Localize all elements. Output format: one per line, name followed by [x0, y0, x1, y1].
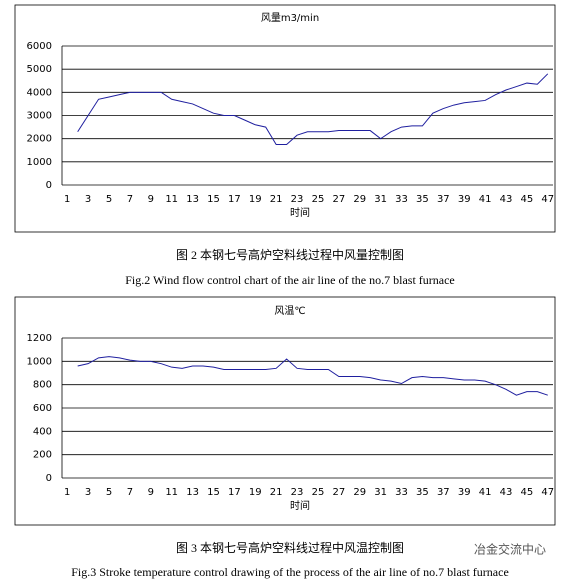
x-tick-label: 17: [228, 487, 241, 498]
x-tick-label: 47: [541, 487, 554, 498]
x-tick-label: 33: [395, 487, 408, 498]
y-tick-label: 1200: [27, 333, 52, 344]
caption-en: Fig.3 Stroke temperature control drawing…: [71, 565, 509, 579]
x-tick-label: 3: [85, 194, 91, 205]
chart-frame: [14, 296, 556, 526]
x-tick-label: 17: [228, 194, 241, 205]
caption-en: Fig.2 Wind flow control chart of the air…: [125, 273, 455, 287]
x-tick-label: 7: [127, 487, 133, 498]
x-tick-label: 21: [270, 194, 283, 205]
y-tick-label: 200: [33, 450, 52, 461]
x-tick-label: 37: [437, 194, 450, 205]
x-tick-label: 23: [291, 194, 304, 205]
x-tick-label: 39: [458, 194, 471, 205]
y-tick-label: 400: [33, 426, 52, 437]
x-tick-label: 3: [85, 487, 91, 498]
x-tick-label: 21: [270, 487, 283, 498]
y-tick-label: 800: [33, 380, 52, 391]
x-tick-label: 9: [148, 194, 154, 205]
x-tick-label: 35: [416, 487, 429, 498]
y-tick-label: 6000: [27, 41, 52, 52]
x-tick-label: 37: [437, 487, 450, 498]
x-tick-label: 33: [395, 194, 408, 205]
x-tick-label: 29: [353, 487, 366, 498]
x-tick-label: 11: [165, 487, 178, 498]
x-tick-label: 23: [291, 487, 304, 498]
chart-title: 风量m3/min: [261, 12, 319, 24]
x-tick-label: 9: [148, 487, 154, 498]
data-line: [77, 73, 549, 145]
watermark: 冶金交流中心: [474, 542, 546, 557]
x-axis-label: 时间: [290, 499, 310, 512]
x-tick-label: 5: [106, 487, 112, 498]
y-tick-label: 3000: [27, 111, 52, 122]
x-tick-label: 5: [106, 194, 112, 205]
x-tick-label: 31: [374, 487, 387, 498]
x-tick-label: 43: [500, 487, 513, 498]
y-tick-label: 600: [33, 403, 52, 414]
x-tick-label: 27: [332, 487, 345, 498]
y-tick-label: 1000: [27, 356, 52, 367]
x-tick-label: 45: [521, 487, 534, 498]
data-line: [77, 356, 548, 396]
x-tick-label: 45: [521, 194, 534, 205]
x-tick-label: 41: [479, 194, 492, 205]
x-tick-label: 39: [458, 487, 471, 498]
chart-frame: [14, 4, 556, 233]
x-tick-label: 25: [312, 487, 325, 498]
x-tick-label: 47: [541, 194, 554, 205]
x-tick-label: 43: [500, 194, 513, 205]
x-tick-label: 19: [249, 194, 262, 205]
x-tick-label: 41: [479, 487, 492, 498]
x-tick-label: 13: [186, 194, 199, 205]
x-tick-label: 35: [416, 194, 429, 205]
x-tick-label: 15: [207, 487, 220, 498]
y-tick-label: 5000: [27, 64, 52, 75]
x-tick-label: 25: [312, 194, 325, 205]
x-axis-label: 时间: [290, 206, 310, 219]
x-tick-label: 15: [207, 194, 220, 205]
x-tick-label: 1: [64, 487, 70, 498]
y-tick-label: 2000: [27, 134, 52, 145]
x-tick-label: 19: [249, 487, 262, 498]
x-tick-label: 7: [127, 194, 133, 205]
y-tick-label: 0: [46, 473, 52, 484]
y-tick-label: 0: [46, 180, 52, 191]
x-tick-label: 29: [353, 194, 366, 205]
x-tick-label: 27: [332, 194, 345, 205]
y-tick-label: 1000: [27, 157, 52, 168]
x-tick-label: 31: [374, 194, 387, 205]
caption-cn: 图 3 本钢七号高炉空料线过程中风温控制图: [176, 540, 404, 555]
x-tick-label: 1: [64, 194, 70, 205]
x-tick-label: 11: [165, 194, 178, 205]
chart-title: 风温℃: [274, 305, 305, 317]
x-tick-label: 13: [186, 487, 199, 498]
caption-cn: 图 2 本钢七号高炉空料线过程中风量控制图: [176, 247, 404, 262]
y-tick-label: 4000: [27, 87, 52, 98]
